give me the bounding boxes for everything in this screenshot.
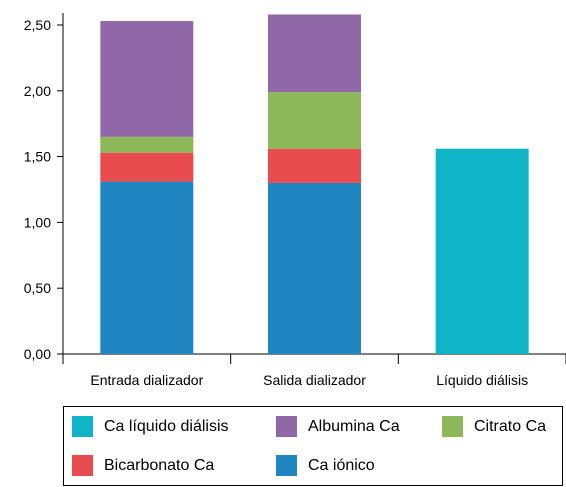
legend-label: Ca iónico <box>308 456 375 474</box>
bar-segment <box>100 136 194 153</box>
x-tick-label: Entrada dializador <box>90 372 203 388</box>
legend-label: Ca líquido diálisis <box>104 417 229 435</box>
legend-label: Bicarbonato Ca <box>104 456 215 474</box>
legend-label: Citrato Ca <box>474 417 547 435</box>
bar-segment <box>100 152 194 182</box>
legend-swatch <box>276 416 297 437</box>
y-tick-label: 0,00 <box>24 346 51 362</box>
legend-label: Albumina Ca <box>308 417 400 435</box>
stacked-bar-chart: 0,00 0,50 1,00 1,50 2,00 2,50 Entrada dializad… <box>24 13 566 388</box>
bar-segment <box>100 181 194 354</box>
bar-segment <box>268 14 361 93</box>
legend-item: Albumina Ca <box>276 416 400 437</box>
y-tick-label: 1,00 <box>24 214 51 230</box>
legend-item: Ca líquido diálisis <box>72 416 229 437</box>
bar-segment <box>268 182 361 354</box>
legend-item: Citrato Ca <box>442 416 546 437</box>
bar-segment <box>100 21 194 137</box>
bar-segment <box>268 92 361 149</box>
y-tick-label: 1,50 <box>24 149 51 165</box>
legend-item: Ca iónico <box>276 455 375 476</box>
x-tick-label: Líquido diálisis <box>436 372 528 388</box>
legend-swatch <box>442 416 463 437</box>
y-tick-label: 2,00 <box>24 83 51 99</box>
legend-swatch <box>276 455 297 476</box>
bar-segment <box>268 148 361 183</box>
legend-swatch <box>72 416 93 437</box>
bar-segment <box>435 148 529 354</box>
chart-legend: Ca líquido diálisis Albumina Ca Citrato Ca… <box>63 406 563 486</box>
y-tick-label: 0,50 <box>24 280 51 296</box>
legend-item: Bicarbonato Ca <box>72 455 214 476</box>
legend-swatch <box>72 455 93 476</box>
y-tick-label: 2,50 <box>24 17 51 33</box>
x-tick-label: Salida dializador <box>263 372 366 388</box>
